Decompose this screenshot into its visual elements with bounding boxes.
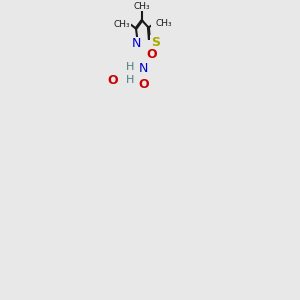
Text: N: N (139, 61, 148, 74)
Text: O: O (147, 48, 157, 61)
Text: S: S (151, 36, 160, 49)
Text: H: H (126, 75, 134, 85)
Text: CH₃: CH₃ (134, 2, 150, 11)
Text: CH₃: CH₃ (155, 19, 172, 28)
Text: CH₃: CH₃ (114, 20, 130, 28)
Text: H: H (126, 62, 134, 72)
Text: O: O (107, 74, 118, 87)
Text: N: N (132, 38, 142, 50)
Text: H: H (132, 39, 140, 49)
Text: O: O (139, 78, 149, 91)
